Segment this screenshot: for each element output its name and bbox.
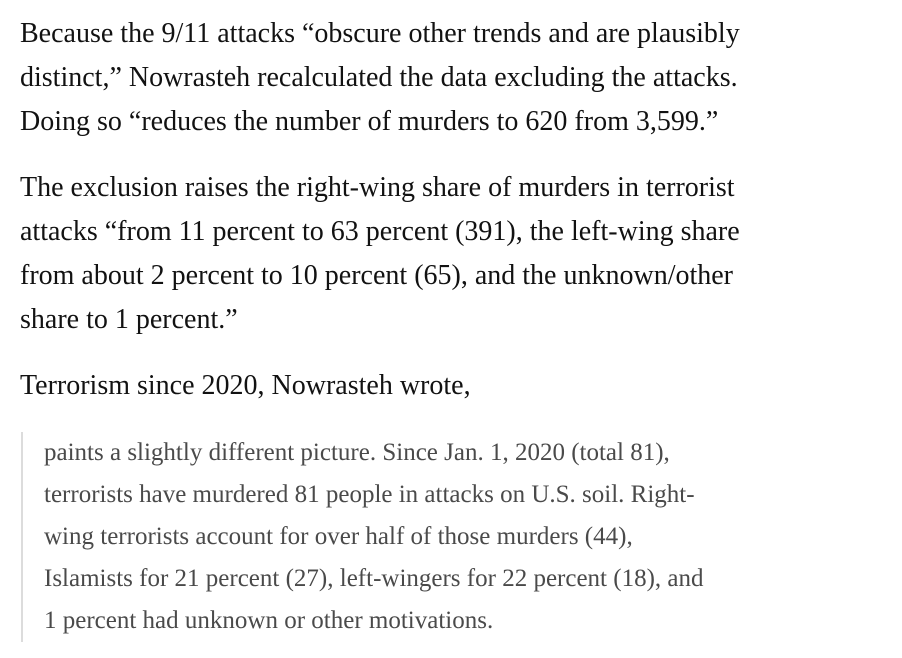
quote-line: Islamists for 21 percent (27), left-wing… [44, 565, 704, 592]
paragraph-line: Terrorism since 2020, Nowrasteh wrote, [20, 370, 471, 401]
blockquote-rule [21, 432, 23, 642]
paragraph-line: attacks “from 11 percent to 63 percent (… [20, 216, 740, 247]
quote-line: paints a slightly different picture. Sin… [44, 439, 670, 466]
quote-line: 1 percent had unknown or other motivatio… [44, 607, 494, 634]
paragraph-line: share to 1 percent.” [20, 304, 238, 335]
quote-line: terrorists have murdered 81 people in at… [44, 481, 695, 508]
paragraph-line: distinct,” Nowrasteh recalculated the da… [20, 62, 738, 93]
paragraph-line: Doing so “reduces the number of murders … [20, 106, 719, 137]
paragraph-line: Because the 9/11 attacks “obscure other … [20, 18, 740, 49]
paragraph-line: The exclusion raises the right-wing shar… [20, 172, 735, 203]
paragraph-line: from about 2 percent to 10 percent (65),… [20, 260, 734, 291]
quote-line: wing terrorists account for over half of… [44, 523, 633, 550]
